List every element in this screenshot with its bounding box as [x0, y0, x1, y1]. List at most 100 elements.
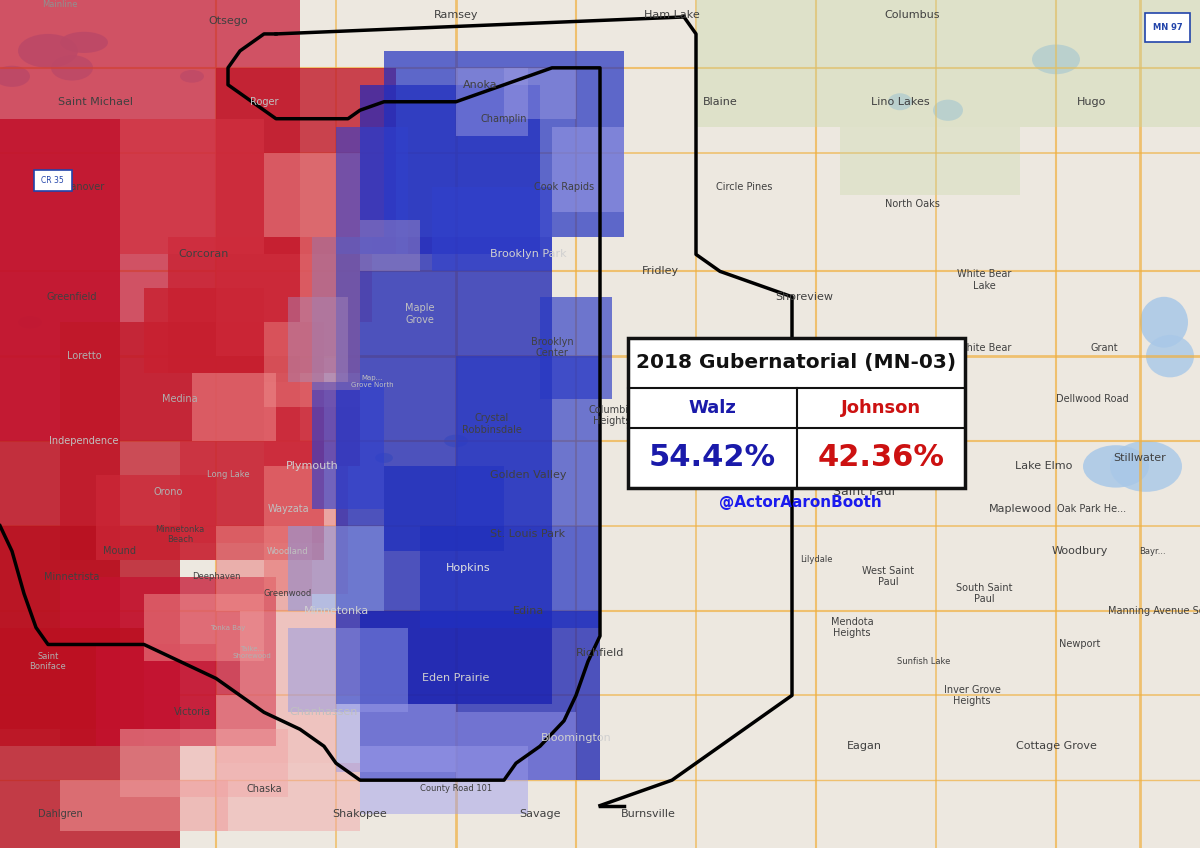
Ellipse shape: [0, 65, 30, 87]
Text: Columbus: Columbus: [884, 10, 940, 20]
Ellipse shape: [1140, 297, 1188, 348]
Text: MN 97: MN 97: [1153, 23, 1182, 32]
Text: Medina: Medina: [162, 393, 198, 404]
Text: Minnetrista: Minnetrista: [44, 572, 100, 582]
Text: Long Lake: Long Lake: [206, 471, 250, 479]
Text: Corcoran: Corcoran: [179, 249, 229, 259]
Text: Edina: Edina: [512, 605, 544, 616]
Ellipse shape: [50, 55, 94, 81]
Ellipse shape: [444, 435, 468, 448]
Text: Stillwater: Stillwater: [1114, 453, 1166, 463]
Ellipse shape: [374, 453, 394, 463]
Bar: [60, 322, 324, 560]
FancyBboxPatch shape: [34, 170, 72, 191]
Text: @ActorAaronBooth: @ActorAaronBooth: [719, 495, 881, 510]
Text: Saint Ant...: Saint Ant...: [658, 436, 710, 446]
Bar: [120, 729, 288, 797]
Bar: [504, 68, 576, 119]
Bar: [360, 611, 600, 780]
Bar: [264, 322, 360, 407]
Text: Anoka: Anoka: [463, 80, 497, 90]
Text: Roger: Roger: [250, 97, 278, 107]
Bar: [840, 127, 1020, 195]
Ellipse shape: [1032, 44, 1080, 75]
Bar: [96, 475, 216, 560]
Text: Oak Park He...: Oak Park He...: [1057, 504, 1127, 514]
Bar: [216, 695, 336, 763]
Text: CR 35: CR 35: [42, 176, 64, 185]
Text: White Bear: White Bear: [956, 343, 1012, 353]
Text: Minnetonka: Minnetonka: [304, 605, 368, 616]
Text: Circle Pines: Circle Pines: [716, 181, 772, 192]
Text: Greenwood: Greenwood: [264, 589, 312, 598]
Text: Champlin: Champlin: [481, 114, 527, 124]
Text: Deephaven: Deephaven: [192, 572, 240, 581]
Bar: [264, 382, 360, 466]
Text: Saint
Boniface: Saint Boniface: [30, 652, 66, 671]
Text: Chanhassen: Chanhassen: [290, 707, 358, 717]
Bar: [456, 356, 600, 526]
Bar: [696, 0, 1200, 127]
Bar: [552, 127, 624, 212]
Text: Hopkins: Hopkins: [445, 563, 491, 573]
Text: 2018 Gubernatorial (MN-03): 2018 Gubernatorial (MN-03): [636, 354, 956, 372]
Text: Inver Grove
Heights: Inver Grove Heights: [943, 684, 1001, 706]
Bar: [384, 466, 504, 551]
Text: Columbia
Heights: Columbia Heights: [589, 404, 635, 427]
Text: Shakopee: Shakopee: [332, 809, 388, 819]
Bar: [360, 85, 540, 254]
Ellipse shape: [1146, 335, 1194, 377]
Bar: [0, 0, 300, 441]
Bar: [60, 780, 228, 831]
Bar: [216, 526, 312, 611]
Ellipse shape: [888, 93, 912, 110]
Text: Cottage Grove: Cottage Grove: [1015, 741, 1097, 751]
Bar: [336, 127, 408, 254]
Bar: [144, 594, 264, 661]
Bar: [288, 628, 408, 712]
Text: Blaine: Blaine: [703, 97, 737, 107]
Text: Dellwood Road: Dellwood Road: [1056, 393, 1128, 404]
Text: Ramsey: Ramsey: [433, 10, 479, 20]
Text: Ham Lake: Ham Lake: [644, 10, 700, 20]
Text: Plymouth: Plymouth: [286, 461, 338, 471]
Bar: [96, 644, 216, 746]
Text: Brooklyn Park: Brooklyn Park: [490, 249, 566, 259]
Bar: [432, 187, 552, 271]
Text: North Oaks: North Oaks: [884, 198, 940, 209]
Text: Woodland: Woodland: [268, 547, 308, 555]
Ellipse shape: [934, 100, 964, 121]
Text: Brooklyn
Center: Brooklyn Center: [530, 337, 574, 359]
Text: Bloomington: Bloomington: [541, 733, 611, 743]
Ellipse shape: [180, 70, 204, 82]
Text: Otsego: Otsego: [208, 16, 248, 26]
Bar: [264, 466, 348, 594]
Text: Cook Rapids: Cook Rapids: [534, 181, 594, 192]
Bar: [300, 237, 372, 322]
Bar: [336, 704, 456, 772]
Text: Hugo: Hugo: [1078, 97, 1106, 107]
Text: Vadnais: Vadnais: [869, 343, 907, 353]
Bar: [456, 68, 528, 136]
Text: Tonka Bay: Tonka Bay: [210, 624, 246, 631]
Bar: [216, 254, 336, 356]
Bar: [312, 237, 360, 390]
Text: Walz: Walz: [689, 399, 736, 416]
Text: South Saint
Paul: South Saint Paul: [955, 583, 1013, 605]
Bar: [0, 526, 180, 848]
Ellipse shape: [1110, 441, 1182, 492]
Text: Burnsville: Burnsville: [620, 809, 676, 819]
Text: Crystal
Robbinsdale: Crystal Robbinsdale: [462, 413, 522, 435]
Text: Lake Elmo: Lake Elmo: [1015, 461, 1073, 471]
Bar: [288, 297, 348, 382]
Text: Manning Avenue South: Manning Avenue South: [1108, 605, 1200, 616]
Text: Talke...
Shorewood: Talke... Shorewood: [233, 646, 271, 660]
Text: Mendota
Heights: Mendota Heights: [830, 616, 874, 639]
Bar: [384, 51, 624, 237]
Text: Mound: Mound: [103, 546, 137, 556]
Text: Saint Paul: Saint Paul: [833, 485, 895, 499]
Bar: [264, 153, 360, 237]
Bar: [360, 220, 420, 271]
FancyBboxPatch shape: [1145, 13, 1190, 42]
Text: Lilydale: Lilydale: [799, 555, 833, 564]
